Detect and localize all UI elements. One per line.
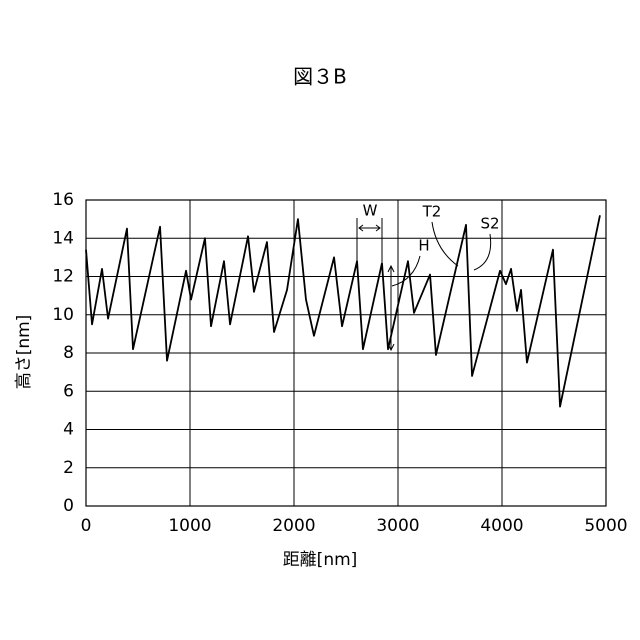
chart: 図３B 距離[nm] 高さ[nm] W T2 S2 H 0 2 4 6 8 10 12 14 1… xyxy=(0,0,640,640)
y-tick-label: 4 xyxy=(63,420,74,440)
x-tick-label: 1000 xyxy=(168,516,211,536)
annotation: W xyxy=(363,202,378,220)
chart-title: 図３B xyxy=(293,65,347,89)
y-tick-label: 12 xyxy=(52,267,74,287)
y-tick-label: 0 xyxy=(63,496,74,516)
y-tick-label: 2 xyxy=(63,458,74,478)
y-tick-label: 16 xyxy=(52,190,74,210)
y-tick-label: 6 xyxy=(63,381,74,401)
x-tick-label: 3000 xyxy=(376,516,419,536)
x-axis-label: 距離[nm] xyxy=(283,550,358,570)
y-axis-label: 高さ[nm] xyxy=(14,315,34,390)
y-tick-label: 8 xyxy=(63,343,74,363)
data-line xyxy=(86,215,600,406)
annotation: T2 xyxy=(422,203,442,221)
x-tick-label: 4000 xyxy=(480,516,523,536)
x-tick-label: 5000 xyxy=(584,516,627,536)
y-tick-label: 10 xyxy=(52,305,74,325)
annotation: S2 xyxy=(480,215,499,233)
x-tick-label: 2000 xyxy=(272,516,315,536)
x-tick-label: 0 xyxy=(81,516,92,536)
y-tick-label: 14 xyxy=(52,228,74,248)
annotation: H xyxy=(418,237,429,255)
